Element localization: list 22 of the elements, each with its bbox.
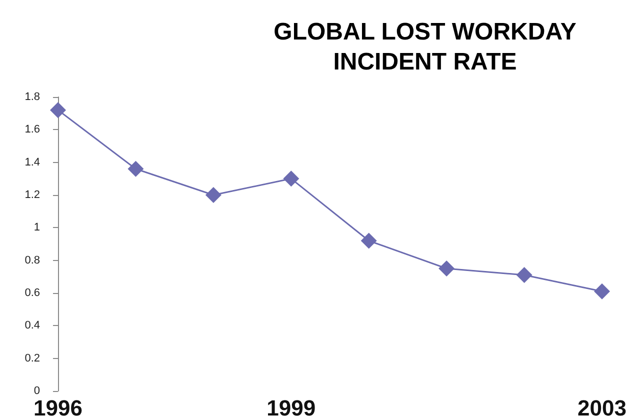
point <box>50 102 66 118</box>
chart-title: GLOBAL LOST WORKDAY INCIDENT RATE <box>274 18 576 76</box>
point <box>283 170 300 187</box>
point <box>128 160 144 177</box>
y-tick-label: 1.6 <box>24 124 40 136</box>
y-tick-label: 1.8 <box>24 91 40 103</box>
point <box>594 283 610 300</box>
x-tick-label: 1999 <box>266 396 316 419</box>
y-tick-label: 0 <box>34 385 40 397</box>
y-tick-label: 1 <box>34 222 40 234</box>
point <box>360 232 377 249</box>
x-tick-label: 1996 <box>34 396 82 419</box>
point <box>438 260 455 276</box>
y-tick-label: 0.6 <box>24 287 40 299</box>
y-tick-label: 0.4 <box>24 320 40 332</box>
y-tick-label: 0.2 <box>24 352 40 364</box>
y-tick-label: 0.8 <box>24 254 40 266</box>
y-tick-label: 1.2 <box>24 189 40 201</box>
x-tick-label: 2003 <box>578 396 626 419</box>
y-tick-label: 1.4 <box>24 156 40 168</box>
point <box>516 267 532 284</box>
point <box>205 187 222 203</box>
